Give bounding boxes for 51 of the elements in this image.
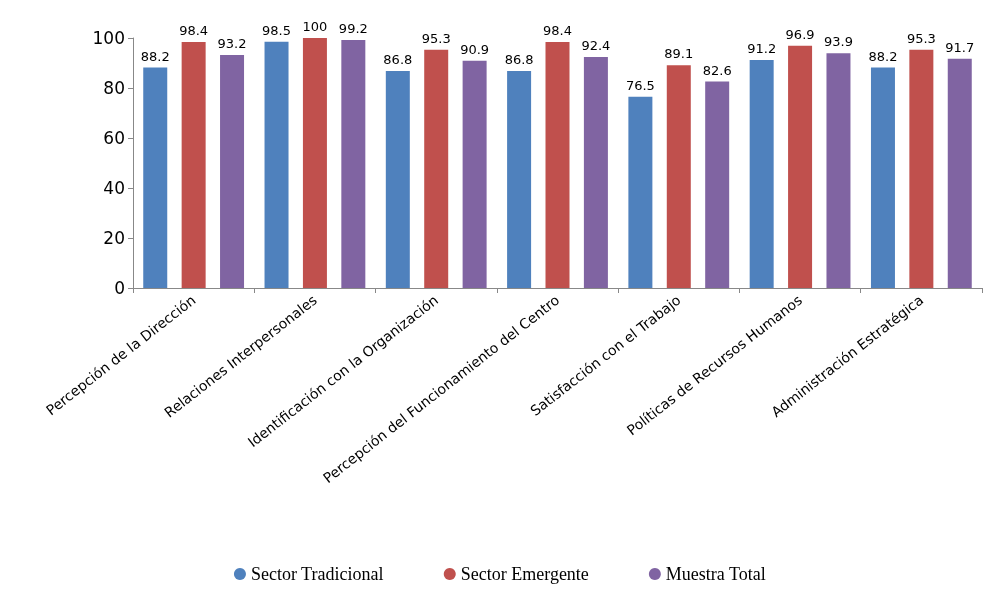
y-tick-label: 0 <box>114 278 125 298</box>
data-label: 92.4 <box>581 38 611 53</box>
bar <box>545 42 570 288</box>
data-label: 100 <box>302 19 328 34</box>
data-label: 89.1 <box>664 46 694 62</box>
y-tick-label: 60 <box>103 128 125 148</box>
data-label: 93.2 <box>217 36 247 51</box>
data-label: 99.2 <box>338 21 368 36</box>
data-label: 76.5 <box>625 77 655 93</box>
bar <box>583 57 608 288</box>
y-tick-label: 100 <box>92 28 125 48</box>
data-label: 90.9 <box>460 41 490 57</box>
bar <box>826 53 851 288</box>
data-label: 86.8 <box>383 52 413 67</box>
bar <box>302 38 327 288</box>
bar <box>220 55 245 288</box>
bar <box>909 49 934 288</box>
bar <box>507 71 532 288</box>
data-label: 95.3 <box>906 30 936 46</box>
bar <box>385 71 410 288</box>
y-tick-label: 80 <box>103 78 125 98</box>
bar <box>870 67 895 288</box>
data-label: 93.9 <box>823 34 853 50</box>
data-label: 98.5 <box>262 22 292 38</box>
bar <box>181 42 206 288</box>
data-label: 95.3 <box>421 30 451 46</box>
data-label: 86.8 <box>504 52 534 67</box>
bar <box>424 49 449 288</box>
data-label: 82.6 <box>702 62 732 78</box>
data-label: 88.2 <box>140 48 170 64</box>
data-label: 96.9 <box>785 26 815 42</box>
data-label: 88.2 <box>868 48 898 64</box>
bar <box>947 58 972 288</box>
bar <box>341 40 366 288</box>
legend-label: Muestra Total <box>665 564 766 584</box>
bar <box>143 67 168 288</box>
bar <box>666 65 691 288</box>
bar <box>749 60 774 288</box>
bar <box>705 81 730 288</box>
bar <box>628 96 653 288</box>
bar <box>264 41 289 288</box>
bar <box>462 60 487 288</box>
data-label: 91.2 <box>747 41 777 56</box>
bar <box>788 45 813 288</box>
data-label: 91.7 <box>945 39 975 55</box>
legend-label: Sector Tradicional <box>250 564 384 584</box>
y-tick-label: 40 <box>103 178 125 198</box>
legend-label: Sector Emergente <box>460 564 589 584</box>
data-label: 98.4 <box>543 23 572 38</box>
y-tick-label: 20 <box>103 228 125 248</box>
data-label: 98.4 <box>179 23 209 38</box>
